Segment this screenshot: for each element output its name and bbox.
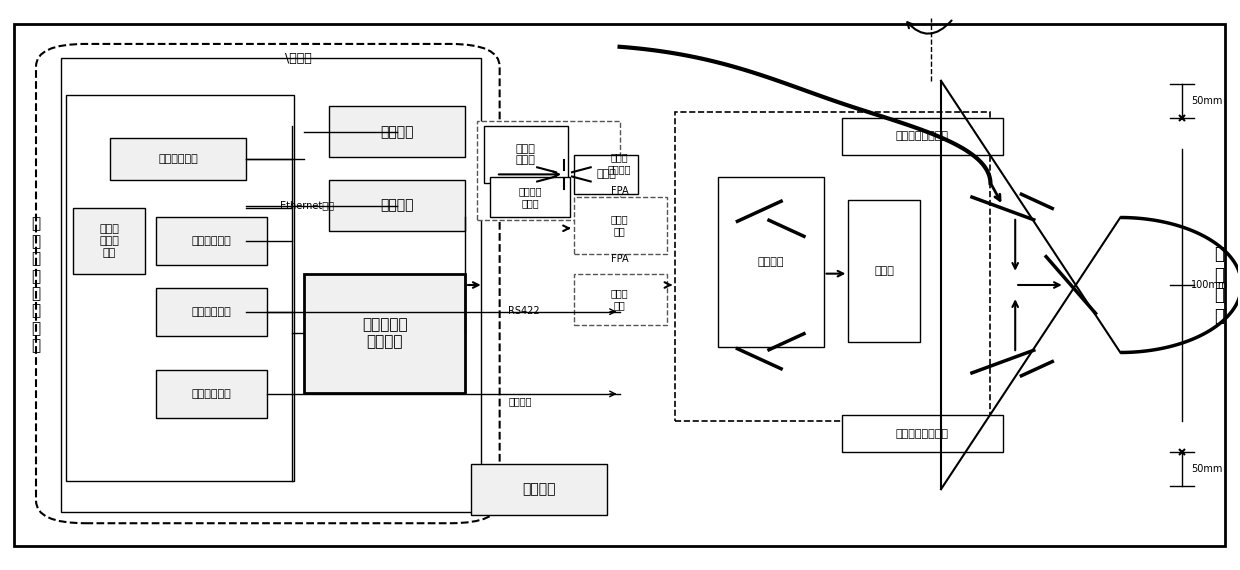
Text: 电源模块: 电源模块 bbox=[381, 125, 414, 139]
Text: 透镜组: 透镜组 bbox=[874, 266, 894, 276]
FancyBboxPatch shape bbox=[574, 154, 639, 194]
FancyBboxPatch shape bbox=[676, 112, 991, 421]
Text: 图像接口: 图像接口 bbox=[508, 396, 532, 406]
FancyBboxPatch shape bbox=[329, 180, 465, 231]
Text: 库德光路: 库德光路 bbox=[758, 257, 784, 267]
FancyBboxPatch shape bbox=[156, 370, 267, 418]
Text: 二维伺服随动系统: 二维伺服随动系统 bbox=[897, 131, 949, 141]
Text: 耦合光学
透镜组: 耦合光学 透镜组 bbox=[518, 186, 542, 208]
FancyBboxPatch shape bbox=[574, 274, 667, 325]
FancyBboxPatch shape bbox=[842, 416, 1003, 453]
FancyBboxPatch shape bbox=[73, 209, 145, 274]
Text: 二维伺服随动系统: 二维伺服随动系统 bbox=[897, 429, 949, 438]
Text: 调整透
镜组: 调整透 镜组 bbox=[611, 288, 629, 310]
FancyBboxPatch shape bbox=[490, 177, 570, 217]
FancyBboxPatch shape bbox=[842, 117, 1003, 154]
FancyBboxPatch shape bbox=[61, 58, 481, 512]
Text: RS422: RS422 bbox=[508, 306, 539, 316]
FancyBboxPatch shape bbox=[110, 137, 247, 180]
Text: 遥控模块: 遥控模块 bbox=[522, 482, 556, 496]
Text: 光谱处理单元: 光谱处理单元 bbox=[159, 154, 198, 164]
Text: 制冷模块: 制冷模块 bbox=[381, 198, 414, 213]
FancyBboxPatch shape bbox=[304, 274, 465, 393]
FancyBboxPatch shape bbox=[477, 120, 620, 220]
FancyBboxPatch shape bbox=[156, 217, 267, 265]
Text: 光
学
头
罩: 光 学 头 罩 bbox=[1214, 245, 1224, 325]
Text: 通讯电平转换: 通讯电平转换 bbox=[192, 307, 232, 317]
FancyBboxPatch shape bbox=[718, 177, 823, 347]
FancyBboxPatch shape bbox=[156, 288, 267, 336]
FancyBboxPatch shape bbox=[574, 197, 667, 254]
Text: 红外成
像透镜组: 红外成 像透镜组 bbox=[608, 152, 631, 174]
FancyBboxPatch shape bbox=[848, 200, 920, 342]
Text: 傅里叶干涉
光谱模块: 傅里叶干涉 光谱模块 bbox=[362, 317, 408, 349]
FancyBboxPatch shape bbox=[66, 95, 294, 481]
FancyBboxPatch shape bbox=[471, 463, 608, 515]
Text: 调整透
镜组: 调整透 镜组 bbox=[611, 215, 629, 236]
Text: 宽光谱
透镜组: 宽光谱 透镜组 bbox=[516, 144, 536, 165]
Text: 分光镜: 分光镜 bbox=[596, 169, 616, 180]
FancyBboxPatch shape bbox=[14, 24, 1225, 546]
Text: 系统控制单元: 系统控制单元 bbox=[192, 236, 232, 246]
Text: FPA: FPA bbox=[611, 186, 629, 197]
Text: \电子舱: \电子舱 bbox=[285, 52, 311, 64]
FancyBboxPatch shape bbox=[329, 107, 465, 157]
Text: 图
谱
联
合
处
理
模
块: 图 谱 联 合 处 理 模 块 bbox=[31, 217, 41, 353]
Text: 50mm: 50mm bbox=[1190, 465, 1223, 474]
Text: Ethernet接口: Ethernet接口 bbox=[279, 201, 334, 210]
Text: 数据融
合总控
单元: 数据融 合总控 单元 bbox=[99, 225, 119, 258]
Text: 100mm: 100mm bbox=[1190, 280, 1228, 290]
Text: FPA: FPA bbox=[611, 254, 629, 264]
FancyBboxPatch shape bbox=[484, 126, 568, 183]
Text: 50mm: 50mm bbox=[1190, 96, 1223, 105]
Text: 图像处理单元: 图像处理单元 bbox=[192, 389, 232, 399]
